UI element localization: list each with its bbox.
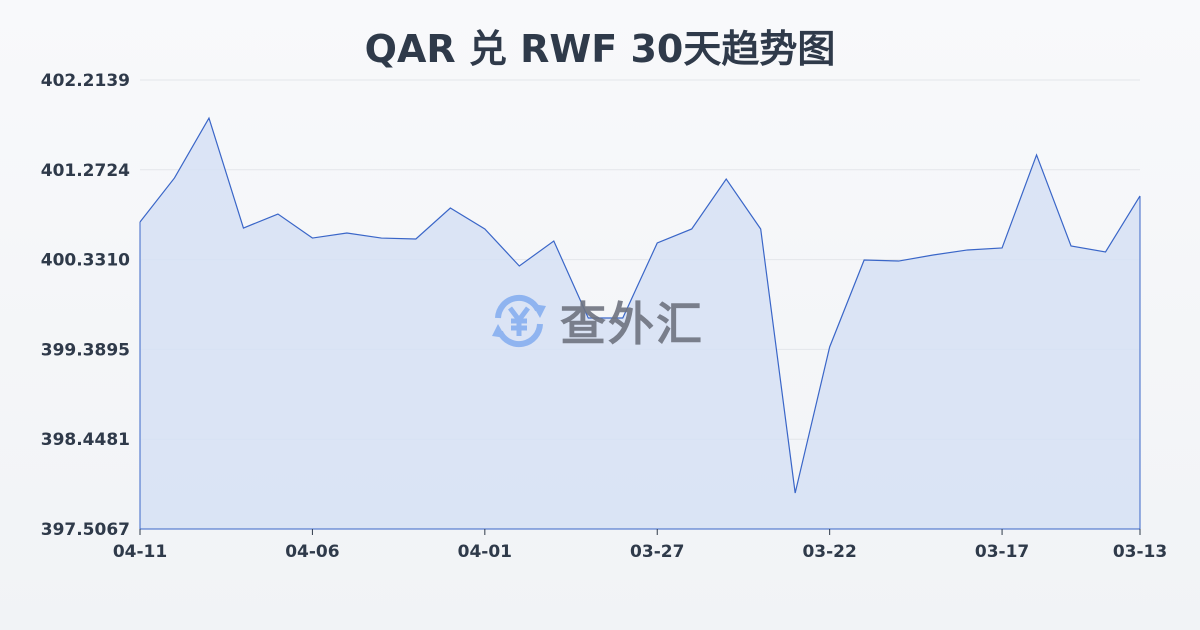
x-tick-label: 04-11 [113, 542, 167, 562]
y-tick-label: 402.2139 [41, 71, 130, 91]
yen-exchange-icon [492, 294, 546, 348]
x-tick-label: 04-06 [285, 542, 339, 562]
watermark: 查外汇 [488, 288, 704, 354]
y-tick-label: 399.3895 [41, 340, 130, 360]
y-tick-label: 398.4481 [41, 430, 130, 450]
y-tick-label: 401.2724 [41, 161, 130, 181]
y-tick-label: 400.3310 [41, 251, 130, 271]
chart-title: QAR 兑 RWF 30天趋势图 [364, 27, 836, 71]
x-tick-label: 03-27 [630, 542, 684, 562]
x-tick-label: 03-22 [802, 542, 856, 562]
watermark-text: 查外汇 [560, 297, 704, 351]
y-tick-label: 397.5067 [41, 520, 130, 540]
x-tick-label: 04-01 [458, 542, 512, 562]
series-line [139, 116, 1141, 494]
area-fill [140, 118, 1140, 530]
x-tick-label: 03-13 [1113, 542, 1167, 562]
x-tick-label: 03-17 [975, 542, 1029, 562]
